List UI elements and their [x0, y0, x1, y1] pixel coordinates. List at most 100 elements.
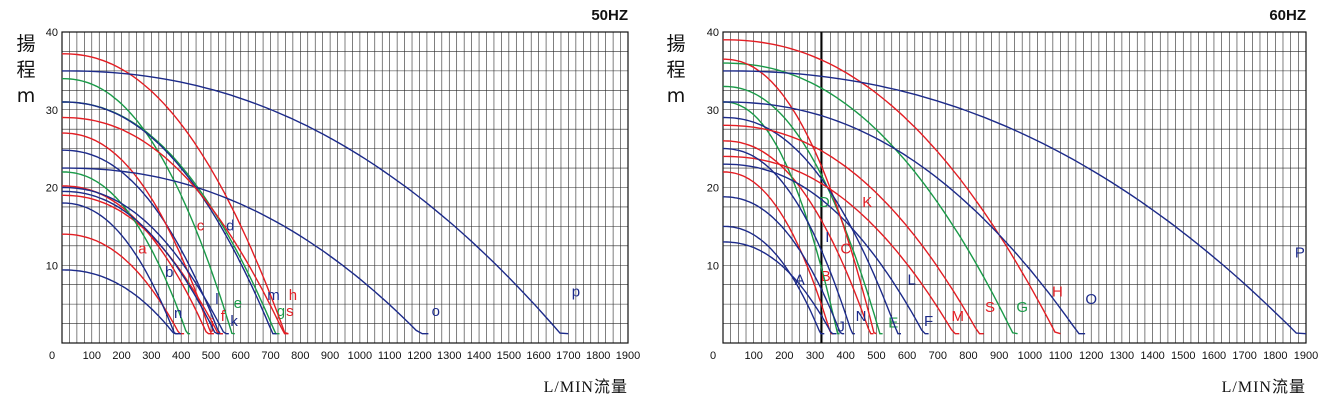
chart-title: 60HZ: [1269, 7, 1306, 24]
curve-label-C: C: [840, 241, 851, 258]
curve-p: [62, 70, 569, 335]
curve-k: [62, 186, 229, 335]
curve-I: [723, 196, 845, 335]
x-tick-label: 600: [232, 350, 250, 362]
x-tick-label: 1400: [467, 350, 491, 362]
x-tick-label: 1900: [1294, 350, 1318, 362]
curve-s: [61, 116, 289, 335]
x-tick-label: 1500: [497, 350, 521, 362]
curve-F: [723, 163, 929, 335]
x-tick-label: 1700: [1232, 350, 1256, 362]
y-tick-label: 20: [707, 183, 719, 195]
curve-label-M: M: [951, 308, 964, 325]
curve-label-J: J: [837, 318, 845, 335]
x-tick-label: 1600: [1202, 350, 1226, 362]
curve-label-N: N: [856, 308, 867, 325]
x-tick-label: 1900: [616, 350, 640, 362]
curve-label-F: F: [924, 313, 933, 330]
curve-L: [722, 116, 901, 335]
x-tick-label: 1600: [526, 350, 550, 362]
curve-O: [723, 101, 1086, 335]
x-tick-label: 1100: [378, 350, 402, 362]
curve-B: [722, 171, 834, 335]
curve-g: [62, 101, 280, 335]
curve-N: [723, 147, 855, 335]
x-tick-label: 1000: [1018, 350, 1042, 362]
x-tick-label: 600: [898, 350, 916, 362]
x-tick-label: 1100: [1049, 350, 1073, 362]
curve-o: [62, 167, 429, 335]
x-tick-label: 1700: [556, 350, 580, 362]
chart-title: 50HZ: [591, 7, 628, 24]
curve-E: [722, 85, 883, 335]
x-tick-label: 0: [710, 350, 716, 362]
curve-e: [62, 77, 235, 335]
x-tick-label: 1800: [586, 350, 610, 362]
curve-J: [723, 241, 837, 335]
y-tick-label: 30: [46, 105, 58, 117]
curve-H: [723, 39, 1061, 335]
x-tick-label: 100: [745, 350, 763, 362]
curve-label-S: S: [985, 299, 995, 316]
curve-label-m: m: [267, 287, 280, 304]
x-tick-label: 300: [806, 350, 824, 362]
curve-label-c: c: [197, 217, 205, 234]
y-tick-label: 20: [46, 183, 58, 195]
curve-label-d: d: [226, 217, 234, 234]
curve-label-K: K: [862, 194, 872, 211]
x-tick-label: 100: [83, 350, 101, 362]
y-tick-label: 10: [46, 260, 58, 272]
x-tick-label: 0: [49, 350, 55, 362]
x-tick-label: 1500: [1171, 350, 1195, 362]
grid: [61, 31, 629, 344]
y-tick-label: 10: [707, 260, 719, 272]
x-tick-label: 800: [291, 350, 309, 362]
x-tick-label: 900: [321, 350, 339, 362]
curve-label-n: n: [174, 305, 182, 322]
curve-M: [723, 155, 960, 335]
curve-l: [62, 190, 220, 335]
curve-label-p: p: [572, 283, 580, 300]
curve-P: [723, 70, 1307, 335]
curve-label-h: h: [289, 287, 297, 304]
curve-label-l: l: [215, 291, 218, 308]
y-label-char: 程: [666, 59, 685, 81]
x-tick-label: 500: [867, 350, 885, 362]
x-tick-label: 700: [261, 350, 279, 362]
curve-n: [62, 269, 182, 335]
x-axis-label: L/MIN流量: [544, 378, 628, 396]
curve-label-P: P: [1295, 244, 1305, 261]
curve-label-i: i: [187, 279, 190, 296]
curve-K: [723, 58, 877, 335]
x-tick-label: 800: [959, 350, 977, 362]
curve-label-e: e: [234, 295, 242, 312]
curve-S: [723, 124, 984, 335]
curve-G: [723, 62, 1018, 335]
curve-label-j: j: [210, 316, 214, 333]
x-tick-label: 500: [202, 350, 220, 362]
plot-frame: [722, 31, 1307, 344]
y-label-char: 程: [16, 59, 35, 81]
curve-label-f: f: [221, 308, 226, 325]
x-tick-label: 1200: [1079, 350, 1103, 362]
x-tick-label: 700: [929, 350, 947, 362]
x-tick-label: 400: [837, 350, 855, 362]
curve-C: [722, 140, 874, 335]
curve-label-g: g: [277, 303, 285, 320]
curve-label-G: G: [1016, 299, 1028, 316]
curve-label-I: I: [825, 229, 829, 246]
y-tick-label: 40: [707, 27, 719, 39]
x-tick-label: 300: [142, 350, 160, 362]
curve-D: [723, 101, 840, 335]
x-tick-label: 1400: [1140, 350, 1164, 362]
x-tick-label: 900: [990, 350, 1008, 362]
curve-A: [723, 225, 825, 335]
curve-a: [62, 233, 185, 335]
curve-label-b: b: [165, 264, 173, 281]
curve-label-s: s: [286, 303, 294, 320]
y-label-unit: m: [667, 85, 686, 107]
curve-b: [61, 202, 179, 335]
